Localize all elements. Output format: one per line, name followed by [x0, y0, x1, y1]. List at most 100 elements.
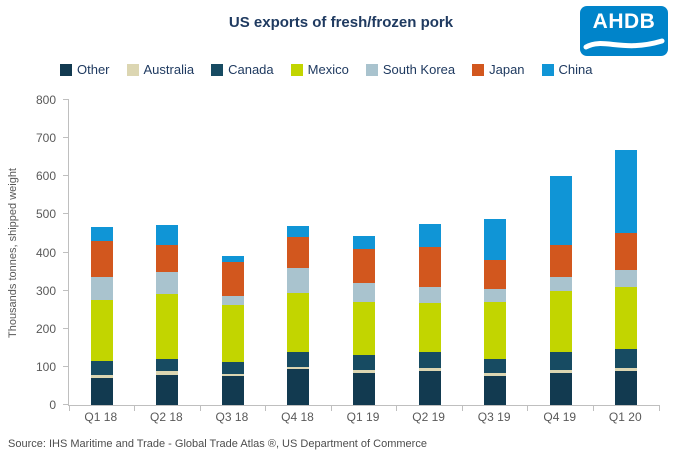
legend-swatch — [126, 63, 139, 76]
bar-segment-other — [418, 371, 441, 405]
bar-segment-south-korea — [615, 269, 638, 287]
plot-area — [63, 99, 660, 411]
bar-segment-japan — [484, 260, 507, 289]
bar-segment-south-korea — [156, 271, 179, 295]
bar-segment-other — [353, 372, 376, 405]
bar-segment-china — [353, 236, 376, 249]
bar-segment-japan — [615, 233, 638, 270]
bar-segment-mexico — [156, 294, 179, 360]
legend-item-canada: Canada — [211, 62, 274, 77]
bar-segment-australia — [484, 373, 507, 377]
bar-segment-south-korea — [287, 267, 310, 293]
bar-segment-canada — [549, 352, 572, 370]
bars-container — [69, 100, 659, 405]
legend-label: Other — [77, 62, 110, 77]
bar-segment-mexico — [484, 302, 507, 360]
bar-slot — [462, 100, 528, 405]
bar-slot — [331, 100, 397, 405]
x-tick-mark — [592, 405, 594, 411]
stacked-bar-q2-19 — [418, 223, 441, 405]
ahdb-wave-icon — [583, 38, 665, 50]
bar-segment-other — [156, 374, 179, 405]
bar-segment-mexico — [90, 300, 113, 362]
bar-segment-south-korea — [549, 277, 572, 291]
x-tick-label: Q1 18 — [84, 410, 118, 424]
bar-segment-australia — [615, 367, 638, 371]
bar-slot — [266, 100, 332, 405]
bar-segment-japan — [418, 246, 441, 287]
bar-slot — [69, 100, 135, 405]
y-tick-mark — [63, 251, 69, 253]
legend-item-south-korea: South Korea — [365, 62, 455, 77]
y-tick-mark — [63, 404, 69, 405]
legend-item-other: Other — [60, 62, 110, 77]
y-tick-label: 200 — [35, 321, 56, 336]
stacked-bar-q3-19 — [484, 218, 507, 405]
x-tick-label: Q1 19 — [346, 410, 380, 424]
y-tick-mark — [63, 365, 69, 367]
y-tick-label: 600 — [35, 169, 56, 184]
legend-label: Japan — [489, 62, 525, 77]
legend-label: Canada — [228, 62, 274, 77]
bar-segment-canada — [221, 362, 244, 375]
bar-slot — [528, 100, 594, 405]
bar-segment-china — [221, 255, 244, 263]
bar-segment-mexico — [287, 292, 310, 353]
y-axis-ticks: 0 100 200 300 400 500 600 700 800 — [0, 93, 60, 412]
bar-segment-china — [418, 223, 441, 247]
bar-segment-south-korea — [353, 283, 376, 303]
x-tick-label: Q4 19 — [543, 410, 577, 424]
y-tick-label: 700 — [35, 131, 56, 146]
x-tick-label: Q1 20 — [608, 410, 642, 424]
x-tick-label: Q2 18 — [149, 410, 183, 424]
x-tick-mark — [658, 405, 660, 411]
legend-swatch — [541, 63, 554, 76]
bar-segment-south-korea — [418, 286, 441, 303]
x-tick-label: Q3 18 — [215, 410, 249, 424]
y-tick-label: 400 — [35, 245, 56, 260]
legend-item-mexico: Mexico — [290, 62, 349, 77]
bar-segment-other — [484, 376, 507, 405]
stacked-bar-q1-18 — [90, 226, 113, 405]
x-tick-label: Q4 18 — [281, 410, 314, 424]
y-tick-label: 500 — [35, 207, 56, 222]
legend-label: Mexico — [307, 62, 349, 77]
stacked-bar-q4-18 — [287, 225, 310, 405]
bar-segment-canada — [484, 359, 507, 374]
bar-segment-china — [549, 176, 572, 245]
stacked-bar-q2-18 — [156, 225, 179, 405]
ahdb-logo: AHDB — [580, 6, 668, 56]
bar-segment-other — [287, 368, 310, 405]
bar-segment-mexico — [418, 302, 441, 353]
legend-swatch — [60, 63, 72, 76]
legend-swatch — [211, 63, 224, 76]
legend-swatch — [365, 63, 378, 76]
bar-segment-china — [484, 218, 507, 261]
y-tick-mark — [63, 137, 69, 139]
bar-segment-japan — [90, 241, 113, 278]
bar-segment-australia — [287, 366, 310, 369]
bar-segment-canada — [353, 355, 376, 370]
bar-segment-japan — [221, 262, 244, 297]
bar-segment-china — [156, 225, 179, 245]
legend-item-japan: Japan — [472, 62, 525, 77]
bar-slot — [594, 100, 660, 405]
x-tick-mark — [330, 405, 332, 411]
bar-slot — [397, 100, 463, 405]
bar-segment-japan — [156, 244, 179, 272]
x-tick-mark — [199, 405, 201, 411]
stacked-bar-q1-20 — [615, 150, 638, 405]
bar-segment-china — [615, 150, 638, 234]
bar-segment-canada — [418, 352, 441, 369]
bar-segment-australia — [156, 371, 179, 375]
bar-segment-australia — [90, 375, 113, 379]
bar-segment-canada — [615, 348, 638, 368]
x-axis-labels: Q1 18 Q2 18 Q3 18 Q4 18 Q1 19 Q2 19 Q3 19 Q4 19… — [68, 410, 658, 424]
bar-segment-south-korea — [90, 277, 113, 301]
y-tick-label: 100 — [35, 359, 56, 374]
bar-segment-other — [221, 376, 244, 405]
bar-segment-south-korea — [221, 296, 244, 306]
bar-segment-mexico — [615, 286, 638, 349]
y-tick-label: 300 — [35, 283, 56, 298]
